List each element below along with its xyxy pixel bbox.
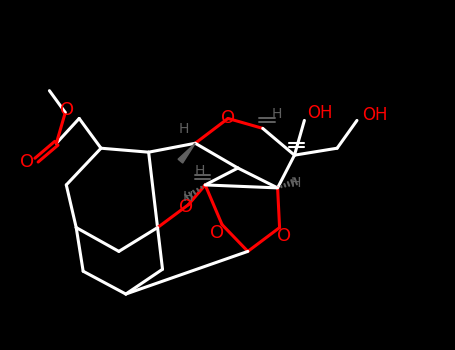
Text: O: O xyxy=(179,198,193,216)
Text: O: O xyxy=(278,226,292,245)
Text: H: H xyxy=(290,176,301,190)
Text: OH: OH xyxy=(362,106,387,125)
Text: O: O xyxy=(210,224,224,241)
Text: H: H xyxy=(195,164,205,178)
Text: OH: OH xyxy=(308,104,333,121)
Text: H: H xyxy=(272,107,282,121)
Polygon shape xyxy=(178,143,195,163)
Text: O: O xyxy=(20,153,34,171)
Text: O: O xyxy=(60,100,74,119)
Text: O: O xyxy=(221,110,235,127)
Text: H: H xyxy=(178,122,188,136)
Text: H: H xyxy=(182,190,192,204)
